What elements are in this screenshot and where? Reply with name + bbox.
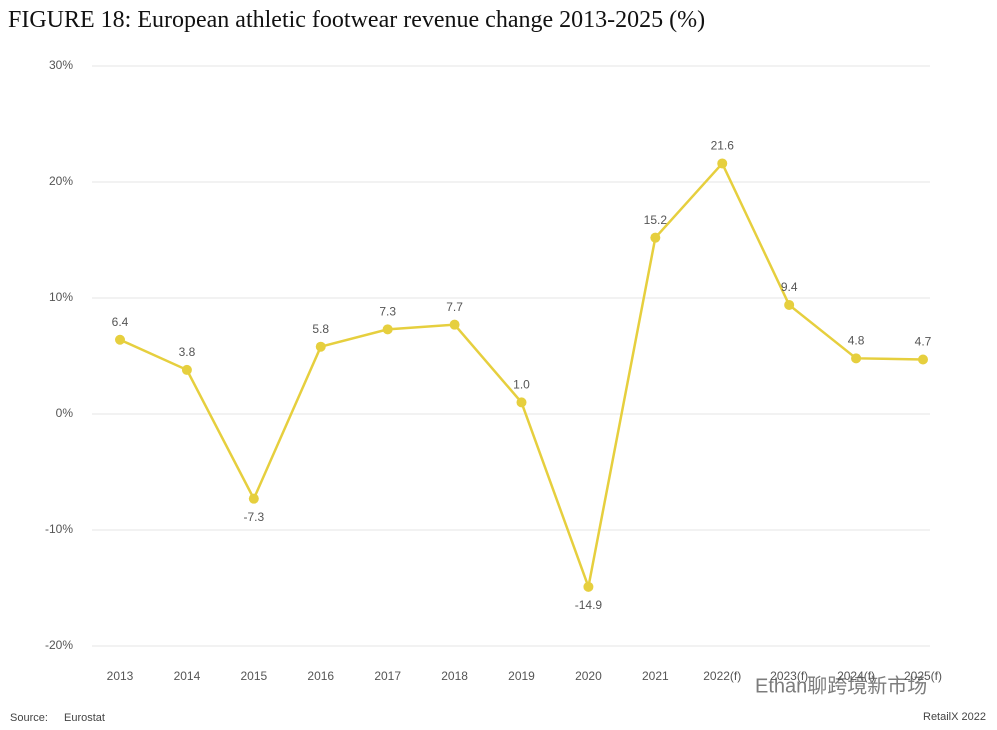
point — [115, 334, 125, 345]
point — [784, 299, 795, 310]
y-tick-label: -10% — [45, 522, 73, 536]
x-tick-label: 2023(f) — [770, 669, 808, 683]
credit: RetailX 2022 — [923, 711, 986, 723]
source: Eurostat — [64, 712, 105, 724]
data-label: 21.6 — [711, 139, 735, 153]
data-label: -7.3 — [243, 510, 264, 524]
line — [119, 161, 924, 592]
y-tick-label: 20% — [49, 174, 73, 188]
x-tick-label: 2021 — [642, 669, 669, 683]
y-tick-label: -20% — [45, 638, 73, 652]
point — [717, 158, 728, 169]
chart-title: FIGURE 18: European athletic footwear re… — [8, 7, 705, 33]
x-tick-label: 2017 — [374, 669, 401, 683]
x-tick-label: 2013 — [107, 669, 134, 683]
x-tick-label: 2019 — [508, 669, 535, 683]
data-label: 15.2 — [644, 213, 668, 227]
x-tick-label: 2024(f) — [837, 669, 875, 683]
point — [315, 341, 326, 352]
data-label: 7.7 — [446, 300, 463, 314]
data-label: -14.9 — [575, 598, 603, 612]
point — [382, 324, 393, 335]
point — [181, 364, 192, 375]
point — [449, 319, 460, 330]
x-tick-label: 2022(f) — [703, 669, 741, 683]
x-tick-label: 2020 — [575, 669, 602, 683]
data-label: 6.4 — [112, 315, 129, 329]
watermark: Ethan聊跨境新市场 — [755, 674, 927, 697]
x-tick-label: 2015 — [240, 669, 267, 683]
data-label: 9.4 — [781, 280, 798, 294]
point — [650, 232, 661, 243]
source-label: Source: — [10, 712, 48, 724]
point — [516, 397, 527, 408]
data-label: 1.0 — [513, 378, 530, 392]
data-label: 4.8 — [848, 333, 865, 347]
point — [851, 353, 862, 364]
point — [583, 581, 594, 592]
data-label: 7.3 — [379, 304, 396, 318]
y-tick-label: 30% — [49, 58, 73, 72]
x-tick-label: 2018 — [441, 669, 468, 683]
data-label: 3.8 — [179, 345, 196, 359]
x-tick-label: 2014 — [174, 669, 201, 683]
point — [918, 354, 928, 365]
data-label: 4.7 — [915, 335, 932, 349]
x-tick-label: 2025(f) — [904, 669, 942, 683]
data-label: 5.8 — [312, 322, 329, 336]
x-tick-label: 2016 — [307, 669, 334, 683]
point — [248, 493, 259, 504]
y-tick-label: 10% — [49, 290, 73, 304]
y-tick-label: 0% — [56, 406, 74, 420]
